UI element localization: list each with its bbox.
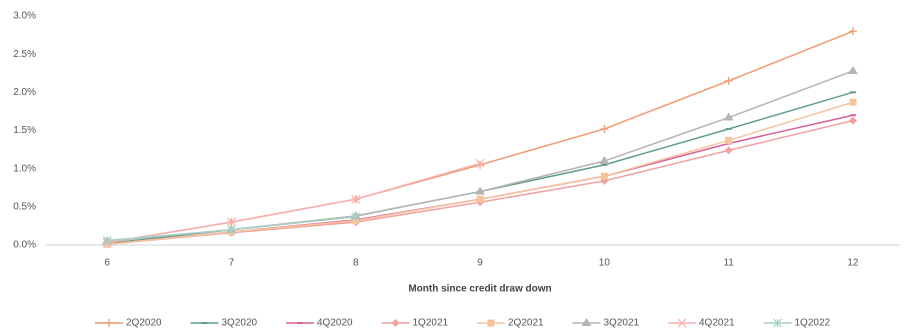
- y-tick-label: 1.5%: [13, 125, 36, 136]
- x-tick-label: 7: [229, 258, 235, 269]
- legend-label: 3Q2021: [604, 318, 640, 329]
- legend-label: 4Q2020: [317, 318, 353, 329]
- y-tick-label: 0.0%: [13, 240, 36, 251]
- marker: [600, 124, 609, 133]
- x-tick-label: 8: [353, 258, 359, 269]
- legend-label: 1Q2021: [413, 318, 449, 329]
- marker: [723, 112, 734, 121]
- y-tick-label: 3.0%: [13, 11, 36, 22]
- marker: [351, 212, 361, 222]
- marker: [475, 186, 486, 195]
- marker: [773, 318, 782, 328]
- marker: [487, 319, 495, 327]
- marker: [848, 116, 857, 125]
- legend: 2Q2020 3Q2020 4Q2020 1Q2021 2Q2021 3Q2021 4Q20…: [95, 318, 831, 329]
- legend-label: 1Q2022: [795, 318, 831, 329]
- y-tick-label: 0.5%: [13, 201, 36, 212]
- marker: [848, 27, 857, 36]
- marker: [476, 195, 484, 203]
- marker: [581, 318, 592, 326]
- marker: [226, 217, 236, 227]
- series-line: [107, 162, 481, 244]
- series-line: [107, 119, 854, 245]
- marker: [724, 146, 733, 155]
- marker: [105, 319, 113, 327]
- marker: [849, 98, 857, 106]
- y-tick-label: 2.0%: [13, 87, 36, 98]
- x-tick-label: 12: [847, 258, 859, 269]
- marker: [102, 235, 112, 245]
- x-tick-label: 6: [104, 258, 110, 269]
- marker: [351, 194, 361, 204]
- marker: [847, 65, 858, 74]
- marker: [475, 158, 485, 168]
- y-tick-label: 2.5%: [13, 49, 36, 60]
- legend-label: 2Q2020: [126, 318, 162, 329]
- marker: [725, 136, 733, 144]
- series-line: [107, 101, 854, 245]
- x-tick-label: 10: [599, 258, 611, 269]
- marker: [391, 319, 400, 327]
- marker: [724, 76, 733, 85]
- marker: [599, 156, 610, 165]
- legend-label: 4Q2021: [699, 318, 735, 329]
- legend-label: 2Q2021: [508, 318, 544, 329]
- marker: [600, 172, 608, 180]
- series-line: [107, 70, 854, 242]
- x-tick-label: 11: [723, 258, 734, 269]
- legend-label: 3Q2020: [222, 318, 258, 329]
- x-tick-label: 9: [477, 258, 483, 269]
- x-axis-label: Month since credit draw down: [408, 284, 551, 295]
- marker: [227, 225, 236, 235]
- y-tick-label: 1.0%: [13, 163, 36, 174]
- marker: [677, 318, 687, 328]
